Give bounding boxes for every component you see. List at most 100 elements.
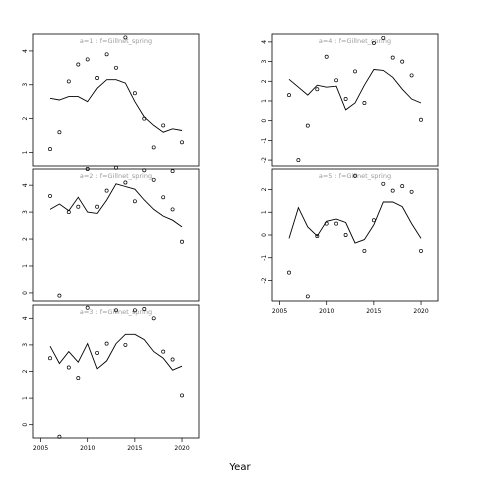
observed-point — [371, 40, 376, 45]
x-tick-label: 2005 — [272, 308, 287, 315]
observed-point — [104, 188, 109, 193]
fitted-line — [49, 333, 183, 371]
y-tick-label: -1 — [261, 137, 268, 143]
observed-point — [324, 221, 329, 226]
observed-point — [48, 356, 52, 361]
observed-point — [170, 207, 175, 212]
observed-point — [123, 35, 128, 40]
y-tick-label: 2 — [22, 369, 29, 373]
panel-frame — [271, 33, 439, 167]
observed-point — [409, 189, 414, 194]
observed-point — [371, 218, 376, 223]
y-tick-label: 0 — [261, 233, 268, 237]
observed-point — [95, 350, 100, 355]
observed-point — [161, 195, 166, 200]
panel-1: 1 2 3 4 a=1 : f=Gillnet_spring — [22, 33, 200, 174]
fitted-line — [288, 201, 422, 244]
panel-label: a=4 : f=Gillnet_spring — [319, 37, 391, 45]
y-tick-label: 3 — [22, 210, 29, 214]
x-tick-label: 2010 — [80, 445, 95, 452]
observed-point — [287, 270, 291, 275]
observed-point — [76, 376, 81, 381]
x-tick-label: 2020 — [174, 445, 189, 452]
observed-point — [151, 145, 156, 150]
observed-point — [76, 62, 81, 67]
x-axis-label: Year — [228, 462, 251, 473]
observed-point — [132, 199, 137, 204]
observed-point — [400, 184, 405, 189]
observed-point — [419, 248, 423, 253]
observed-point — [324, 54, 329, 59]
observed-point — [161, 123, 166, 128]
observed-point — [57, 434, 62, 439]
observed-point — [334, 78, 339, 83]
observed-point — [85, 167, 90, 171]
panel-frame — [32, 168, 200, 302]
observed-point — [400, 59, 405, 64]
x-tick-label: 2020 — [413, 308, 428, 315]
observed-point — [180, 140, 184, 145]
panel-label: a=2 : f=Gillnet_spring — [80, 172, 152, 180]
y-tick-label: 4 — [22, 183, 29, 187]
observed-point — [48, 147, 52, 152]
observed-point — [142, 116, 147, 121]
panel-frame — [32, 304, 200, 439]
observed-point — [170, 357, 175, 362]
panel-label: a=1 : f=Gillnet_spring — [80, 37, 152, 45]
observed-point — [390, 188, 395, 193]
observed-point — [95, 76, 100, 80]
observed-point — [170, 169, 175, 174]
y-tick-label: 2 — [261, 187, 268, 191]
panels: 1 2 3 4 a=1 : f=Gillnet_spring 0 1 2 3 4 a=2 : f=G… — [22, 33, 439, 452]
observed-point — [419, 117, 423, 122]
observed-point — [362, 248, 367, 253]
fitted-line — [49, 79, 183, 133]
y-tick-label: 1 — [22, 264, 29, 268]
x-tick-label: 2005 — [33, 445, 48, 452]
observed-point — [151, 316, 156, 321]
y-tick-label: 0 — [22, 291, 29, 295]
fitted-line — [288, 69, 422, 111]
observed-point — [343, 233, 348, 237]
y-tick-label: 0 — [22, 423, 29, 427]
panel-label: a=5 : f=Gillnet_spring — [319, 172, 391, 180]
observed-point — [142, 168, 147, 173]
observed-point — [381, 35, 386, 40]
y-tick-label: 3 — [22, 83, 29, 87]
observed-point — [85, 57, 90, 62]
y-tick-label: 1 — [22, 150, 29, 154]
x-tick-label: 2015 — [366, 308, 381, 315]
y-tick-label: 3 — [261, 59, 268, 63]
y-tick-label: 4 — [22, 49, 29, 53]
observed-point — [114, 165, 118, 170]
observed-point — [305, 123, 310, 128]
y-tick-label: 1 — [261, 210, 268, 214]
y-tick-label: -2 — [261, 157, 268, 163]
observed-point — [57, 293, 62, 298]
y-tick-label: 3 — [22, 343, 29, 347]
observed-point — [161, 349, 166, 354]
observed-point — [66, 79, 71, 84]
x-tick-label: 2015 — [127, 445, 142, 452]
observed-point — [343, 97, 348, 101]
observed-point — [48, 193, 52, 198]
observed-point — [114, 65, 118, 70]
panel-5: -2 -1 0 1 2 2005 2010 2015 2020 a=5 : f=Gillnet_s… — [261, 168, 439, 315]
y-tick-label: -1 — [261, 255, 268, 261]
x-tick-label: 2010 — [319, 308, 334, 315]
y-tick-label: 1 — [22, 396, 29, 400]
y-tick-label: -2 — [261, 277, 268, 283]
panel-frame — [271, 168, 439, 302]
observed-point — [151, 177, 156, 182]
observed-point — [362, 101, 367, 105]
observed-point — [114, 308, 118, 313]
observed-point — [76, 204, 81, 209]
observed-point — [180, 239, 184, 244]
y-tick-label: 2 — [22, 117, 29, 121]
observed-point — [315, 87, 320, 92]
y-tick-label: 1 — [261, 99, 268, 103]
observed-point — [66, 365, 71, 370]
observed-point — [104, 341, 109, 346]
observed-point — [353, 173, 357, 178]
observed-point — [95, 204, 100, 209]
